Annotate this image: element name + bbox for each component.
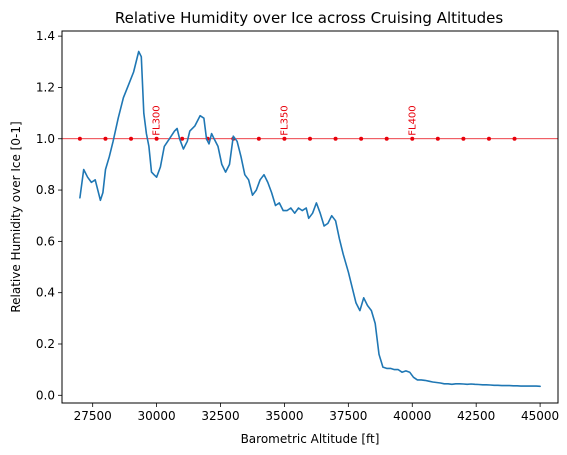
y-tick-label-2: 0.4 (36, 286, 55, 300)
y-tick-label-0: 0.0 (36, 388, 55, 402)
fl-marker-1 (103, 136, 108, 141)
series-line-0 (79, 50, 541, 388)
x-tick-label-6: 42500 (457, 409, 495, 423)
fl-marker-16 (486, 136, 491, 141)
y-axis: 0.0 0.2 0.4 0.6 0.8 1.0 1.2 1.4 (36, 29, 62, 402)
fl-marker-12 (384, 136, 389, 141)
fl-marker-3 (154, 136, 159, 141)
fl-marker-17 (512, 136, 517, 141)
fl-marker-2 (129, 136, 134, 141)
y-tick-label-1: 0.2 (36, 337, 55, 351)
x-tick-label-3: 35000 (265, 409, 303, 423)
chart-title: Relative Humidity over Ice across Cruisi… (115, 9, 503, 27)
fl-annotation-1: FL350 (279, 105, 290, 135)
y-tick-label-3: 0.6 (36, 234, 55, 248)
fl-marker-14 (435, 136, 440, 141)
y-tick-label-7: 1.4 (36, 29, 55, 43)
fl-annotation-0: FL300 (152, 105, 163, 135)
fl-marker-9 (308, 136, 312, 141)
x-tick-label-1: 30000 (138, 409, 176, 423)
axes-frame (61, 30, 559, 404)
x-axis-label: Barometric Altitude [ft] (241, 432, 380, 446)
fl-annotation-2: FL400 (407, 105, 418, 135)
x-tick-label-4: 37500 (329, 409, 367, 423)
y-axis-label: Relative Humidity over Ice [0-1] (9, 121, 23, 312)
plot-area: FL300 FL350 FL400 (62, 50, 558, 388)
fl-marker-0 (77, 136, 82, 141)
fl-marker-8 (282, 136, 287, 141)
y-tick-label-4: 0.8 (36, 183, 55, 197)
y-tick-label-6: 1.2 (36, 80, 55, 94)
x-tick-label-5: 40000 (393, 409, 431, 423)
fl-marker-11 (359, 136, 364, 141)
fl-marker-10 (333, 136, 338, 141)
x-tick-label-0: 27500 (74, 409, 112, 423)
fl-marker-15 (461, 136, 466, 141)
fl-marker-13 (410, 136, 415, 141)
fl-marker-4 (180, 136, 185, 141)
x-tick-label-2: 32500 (201, 409, 239, 423)
x-tick-label-7: 45000 (521, 409, 559, 423)
y-tick-label-5: 1.0 (36, 132, 55, 146)
x-axis: 27500 30000 32500 35000 37500 40000 42500 45000 (74, 403, 559, 423)
fl-marker-7 (256, 136, 261, 141)
